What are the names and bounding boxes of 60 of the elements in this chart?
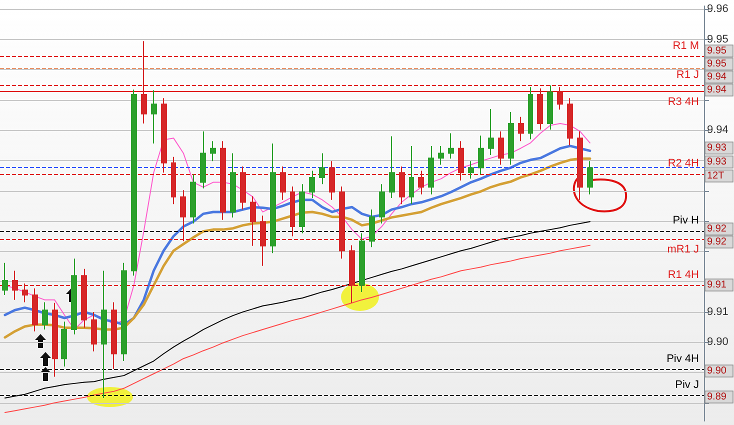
- candlestick: [111, 302, 117, 370]
- ref-line-label: mR1 J: [667, 244, 699, 256]
- text: 9.89: [707, 392, 727, 402]
- candlestick: [2, 262, 8, 296]
- candlestick: [438, 145, 444, 166]
- candlestick: [101, 270, 107, 398]
- candlestick: [32, 288, 38, 332]
- candlestick: [528, 86, 533, 140]
- text: 9.92: [707, 224, 727, 234]
- y-tick-label: 9.96: [707, 3, 728, 16]
- candlestick: [498, 130, 504, 166]
- candlestick: [319, 152, 325, 185]
- candlestick: [270, 143, 276, 254]
- candlestick: [299, 184, 305, 234]
- candlestick: [468, 160, 474, 180]
- candlestick: [488, 108, 494, 156]
- text: 9.93: [707, 156, 727, 168]
- candlestick: [369, 209, 375, 248]
- candlestick: [547, 84, 553, 130]
- ref-line-label: R1 4H: [668, 268, 700, 281]
- ref-line-label: Piv 4H: [666, 353, 700, 366]
- candlestick: [428, 145, 434, 195]
- candlestick: [131, 89, 137, 276]
- candlestick: [309, 170, 315, 199]
- candlestick: [567, 98, 573, 146]
- ref-line-label: R1 J: [676, 68, 699, 81]
- candlestick: [448, 132, 454, 160]
- ref-line-label: Piv H: [672, 214, 700, 226]
- y-tick-label: 9.95: [707, 33, 728, 46]
- candlestick: [587, 160, 593, 195]
- candlestick: [389, 136, 395, 199]
- candlestick: [518, 116, 524, 142]
- candlestick: [151, 90, 157, 144]
- candlestick: [359, 232, 365, 292]
- candlestick: [210, 140, 216, 162]
- candlestick: [91, 311, 97, 352]
- line-series: [4, 244, 590, 414]
- candlestick: [52, 302, 58, 378]
- y-tick-label: 9.94: [707, 124, 728, 136]
- text: 9.92: [707, 236, 727, 248]
- y-tick-label: 9.90: [707, 336, 728, 348]
- candlestick: [508, 112, 514, 166]
- candlestick: [478, 135, 484, 175]
- y-tick-label: 9.91: [707, 306, 728, 318]
- text: 9.93: [707, 142, 727, 154]
- candlestick: [121, 262, 127, 362]
- text: 12T: [707, 170, 724, 182]
- candlestick: [61, 321, 67, 367]
- candlestick: [71, 258, 77, 335]
- candlestick: [230, 152, 236, 218]
- candlestick: [200, 130, 206, 189]
- candlestick: [42, 302, 48, 330]
- ref-line-label: R3 4H: [668, 96, 700, 108]
- ref-line-label: R1 M: [672, 40, 699, 52]
- candlestick: [290, 186, 295, 237]
- candlestick: [379, 184, 385, 224]
- candlestick: [190, 174, 196, 224]
- ref-line-label: Piv J: [675, 379, 699, 392]
- ref-line-label: R2 4H: [668, 157, 700, 170]
- candlestick: [409, 145, 414, 205]
